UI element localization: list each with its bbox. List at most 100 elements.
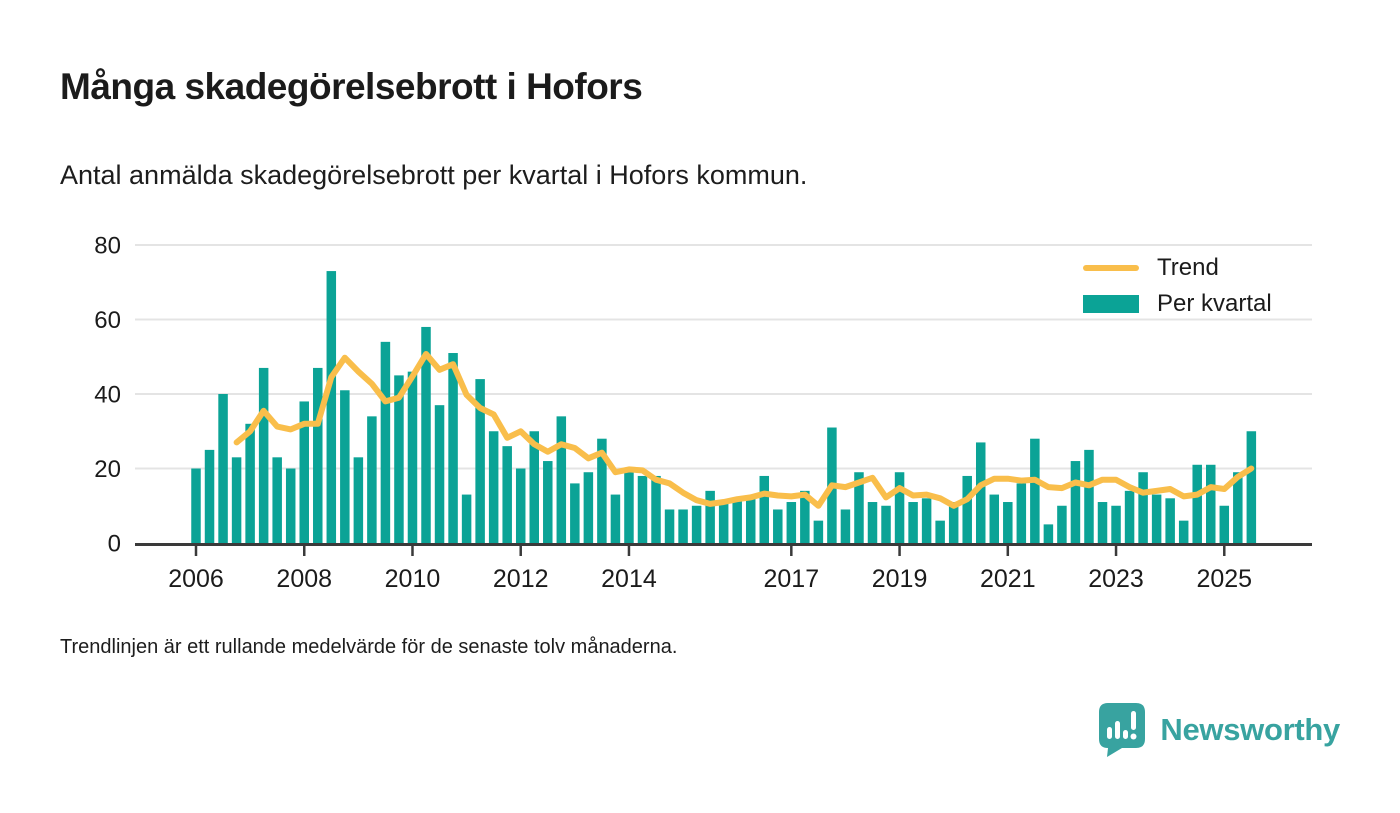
bar-quarter-77 <box>1233 472 1243 543</box>
bar-quarter-36 <box>678 509 688 543</box>
bar-quarter-11 <box>340 390 350 543</box>
bar-quarter-41 <box>745 498 756 543</box>
trend-line-swatch <box>1083 265 1139 271</box>
bar-quarter-33 <box>637 475 648 543</box>
legend-label-trend: Trend <box>1157 254 1219 281</box>
bar-quarter-58 <box>975 442 986 543</box>
bar-quarter-4 <box>245 423 255 543</box>
bar-quarter-26 <box>543 461 553 543</box>
bar-quarter-20 <box>461 494 472 543</box>
bar-quarter-17 <box>421 326 431 543</box>
y-tick-label-40: 40 <box>94 382 121 409</box>
bar-quarter-48 <box>840 509 851 543</box>
bar-quarter-67 <box>1097 502 1108 543</box>
bar-quarter-51 <box>881 505 891 543</box>
trend-line <box>233 351 1255 509</box>
y-tick-label-80: 80 <box>94 233 121 260</box>
bar-quarter-53 <box>908 502 918 543</box>
bar-quarter-34 <box>651 475 661 543</box>
bar-quarter-10 <box>326 271 337 543</box>
bar-quarter-39 <box>718 502 729 543</box>
bar-quarter-74 <box>1192 464 1202 543</box>
bar-quarter-54 <box>921 498 932 543</box>
bar-quarter-21 <box>475 379 485 543</box>
bar-quarter-52 <box>894 472 905 543</box>
newsworthy-logo-text: Newsworthy <box>1160 712 1340 747</box>
bar-quarter-18 <box>434 405 445 543</box>
bar-quarter-8 <box>299 401 309 543</box>
bar-quarter-43 <box>773 509 783 543</box>
bar-quarter-63 <box>1043 524 1054 544</box>
bar-quarter-5 <box>258 367 269 543</box>
x-tick-label-2023: 2023 <box>1088 565 1144 593</box>
newsworthy-brand: Newsworthy <box>1098 702 1340 758</box>
bar-quarter-42 <box>759 475 770 543</box>
bar-quarter-68 <box>1111 505 1121 543</box>
x-tick-label-2010: 2010 <box>385 565 441 593</box>
y-tick-label-60: 60 <box>94 307 121 334</box>
bar-quarter-62 <box>1030 438 1040 543</box>
bar-quarter-57 <box>962 475 972 543</box>
bar-quarter-59 <box>989 494 1000 543</box>
bar-quarter-14 <box>380 341 391 543</box>
bar-quarter-38 <box>705 490 715 543</box>
bar-quarter-25 <box>529 431 539 543</box>
bar-quarter-65 <box>1070 461 1081 543</box>
bar-quarter-76 <box>1219 505 1230 543</box>
page-subtitle: Antal anmälda skadegörelsebrott per kvar… <box>60 160 808 190</box>
bar-quarter-40 <box>732 498 742 543</box>
legend-item-per-kvartal: Per kvartal <box>1083 290 1272 317</box>
bar-quarter-15 <box>394 375 404 544</box>
bar-quarter-71 <box>1151 494 1162 543</box>
bar-quarter-13 <box>367 416 377 543</box>
x-tick-label-2012: 2012 <box>493 565 549 593</box>
bar-quarter-29 <box>583 472 594 543</box>
bar-quarter-70 <box>1138 472 1148 543</box>
bar-quarter-6 <box>272 457 282 543</box>
x-tick-label-2008: 2008 <box>276 565 332 593</box>
bar-quarter-3 <box>231 457 242 543</box>
bar-quarter-35 <box>664 509 675 543</box>
trend-footnote: Trendlinjen är ett rullande medelvärde f… <box>60 636 678 658</box>
x-tick-label-2017: 2017 <box>764 565 820 593</box>
x-tick-label-2014: 2014 <box>601 565 657 593</box>
bar-quarter-24 <box>515 468 526 543</box>
chart-legend: Trend Per kvartal <box>1083 254 1272 317</box>
bar-quarter-66 <box>1084 449 1094 544</box>
bar-swatch <box>1083 295 1139 313</box>
bar-quarter-45 <box>800 490 810 543</box>
page-title: Många skadegörelsebrott i Hofors <box>60 66 643 107</box>
bar-quarter-12 <box>353 457 364 543</box>
bar-quarter-73 <box>1178 520 1189 543</box>
legend-item-trend: Trend <box>1083 254 1272 281</box>
x-tick-label-2025: 2025 <box>1196 565 1252 593</box>
bar-quarter-22 <box>488 431 499 543</box>
bar-quarter-64 <box>1057 505 1067 543</box>
bar-quarter-56 <box>948 502 959 543</box>
bar-quarter-16 <box>407 371 418 543</box>
bar-quarter-23 <box>502 446 512 543</box>
bar-quarter-46 <box>813 520 824 543</box>
bar-quarter-72 <box>1165 498 1175 543</box>
bar-quarter-1 <box>204 449 215 544</box>
bar-quarter-9 <box>313 367 323 543</box>
bar-quarter-75 <box>1206 464 1216 543</box>
bar-quarter-27 <box>556 416 567 543</box>
x-tick-label-2006: 2006 <box>168 565 224 593</box>
bar-quarter-19 <box>448 353 458 543</box>
bar-quarter-60 <box>1003 502 1013 543</box>
x-tick-label-2021: 2021 <box>980 565 1036 593</box>
bar-quarter-7 <box>285 468 296 543</box>
bar-quarter-78 <box>1246 431 1257 543</box>
bar-quarter-49 <box>854 472 864 543</box>
legend-label-per-kvartal: Per kvartal <box>1157 290 1272 317</box>
bar-quarter-30 <box>597 438 607 543</box>
bar-quarter-31 <box>610 494 621 543</box>
newsworthy-logo-icon <box>1099 703 1146 757</box>
bar-quarter-69 <box>1124 490 1135 543</box>
x-tick-label-2019: 2019 <box>872 565 928 593</box>
bar-quarter-55 <box>935 520 945 543</box>
bar-quarter-0 <box>191 468 201 543</box>
